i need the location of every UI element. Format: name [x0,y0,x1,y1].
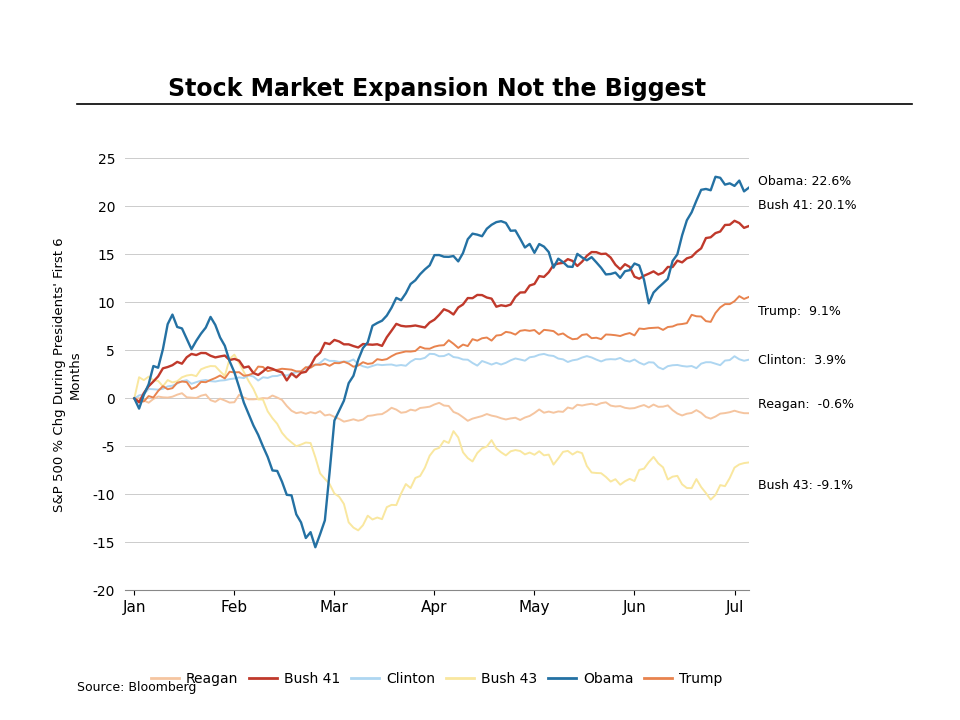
Text: Source: Bloomberg: Source: Bloomberg [77,681,196,694]
Text: Bush 43: -9.1%: Bush 43: -9.1% [758,480,853,492]
Text: Clinton:  3.9%: Clinton: 3.9% [758,354,847,367]
Text: Obama: 22.6%: Obama: 22.6% [758,175,852,188]
Text: Reagan:  -0.6%: Reagan: -0.6% [758,397,854,410]
Legend: Reagan, Bush 41, Clinton, Bush 43, Obama, Trump: Reagan, Bush 41, Clinton, Bush 43, Obama… [146,667,728,692]
Text: Stock Market Expansion Not the Biggest: Stock Market Expansion Not the Biggest [168,77,706,101]
Text: Bush 41: 20.1%: Bush 41: 20.1% [758,199,857,212]
Text: Trump:  9.1%: Trump: 9.1% [758,305,841,318]
Y-axis label: S&P 500 % Chg During Presidents' First 6
Months: S&P 500 % Chg During Presidents' First 6… [54,237,82,512]
